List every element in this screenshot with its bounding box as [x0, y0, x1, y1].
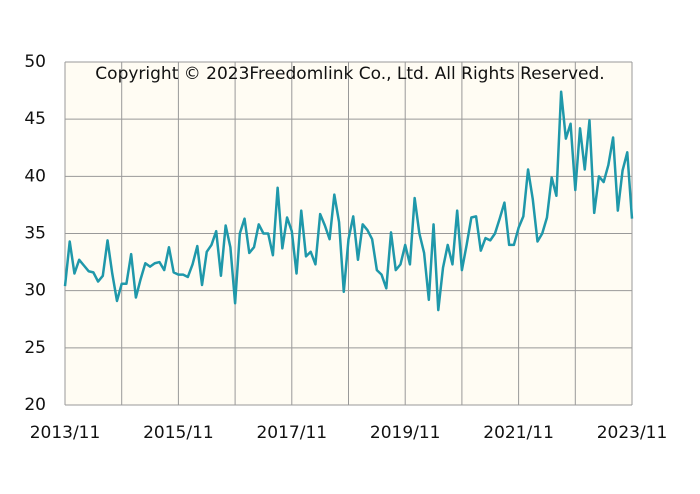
copyright: Copyright © 2023Freedomlink Co., Ltd. Al…	[95, 64, 604, 84]
y-tick-label: 30	[24, 281, 46, 301]
y-tick-label: 25	[24, 338, 46, 358]
data-line	[63, 90, 634, 312]
y-tick-label: 35	[24, 224, 46, 244]
y-tick-label: 50	[24, 52, 46, 72]
x-tick-label: 2015/11	[143, 423, 214, 443]
x-tick-label: 2021/11	[483, 423, 554, 443]
y-tick-label: 40	[24, 166, 46, 186]
x-tick-label: 2023/11	[597, 423, 668, 443]
x-tick-label: 2019/11	[370, 423, 441, 443]
y-tick-label: 45	[24, 109, 46, 129]
x-tick-label: 2017/11	[256, 423, 327, 443]
x-tick-label: 2013/11	[30, 423, 101, 443]
y-tick-label: 20	[24, 395, 46, 415]
